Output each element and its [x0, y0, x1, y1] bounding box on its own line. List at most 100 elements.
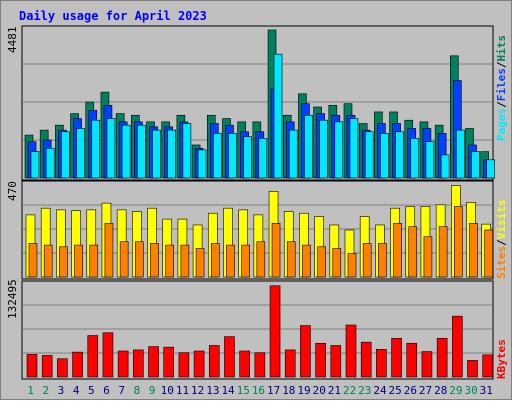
bar-kbytes: [224, 336, 235, 378]
bar-pages: [61, 131, 70, 179]
bar-kbytes: [345, 324, 357, 378]
bar-pages: [76, 128, 85, 179]
legend-slash-3: /: [495, 239, 508, 246]
bar-sites: [332, 248, 342, 278]
x-tick-label: 2: [42, 384, 49, 397]
bar-kbytes: [178, 352, 190, 378]
x-tick-label: 26: [404, 384, 417, 397]
bar-sites: [256, 241, 266, 278]
x-axis-labels: 1 2 3 4 5 6 7 8 9 10 11 12 13 14 15 16 17 18 19 20 21 22 23 24 2…: [27, 384, 493, 397]
bar-kbytes: [133, 349, 144, 378]
bar-pages: [258, 138, 268, 179]
x-tick-label: 5: [88, 384, 95, 397]
x-tick-label: 8: [134, 384, 141, 397]
bar-kbytes: [300, 325, 311, 378]
bar-pages: [30, 151, 40, 179]
bar-pages: [273, 53, 283, 179]
bar-sites: [362, 243, 372, 278]
bar-pages: [425, 141, 435, 179]
bar-pages: [334, 121, 344, 179]
bar-kbytes: [330, 345, 342, 378]
legend-sites: Sites: [495, 246, 508, 279]
x-tick-label: 30: [464, 384, 477, 397]
x-tick-label: 24: [373, 384, 387, 397]
bar-kbytes: [421, 351, 433, 378]
x-tick-label: 16: [252, 384, 265, 397]
bar-kbytes: [284, 349, 296, 378]
bar-sites: [317, 246, 326, 278]
bar-sites: [180, 244, 190, 278]
bar-pages: [410, 138, 420, 179]
x-tick-label: 12: [191, 384, 204, 397]
bar-sites: [43, 244, 53, 278]
bar-kbytes: [467, 360, 478, 378]
bar-sites: [302, 244, 311, 278]
bar-pages: [106, 118, 116, 179]
bar-sites: [28, 243, 38, 278]
bar-sites: [150, 243, 159, 278]
bar-kbytes: [193, 350, 205, 378]
bar-pages: [364, 131, 374, 179]
x-tick-label: 18: [282, 384, 295, 397]
bars-layer: [24, 29, 496, 378]
bar-sites: [454, 206, 463, 278]
x-tick-label: 11: [176, 384, 189, 397]
bar-sites: [226, 244, 235, 278]
bar-pages: [471, 151, 480, 179]
bar-kbytes: [360, 341, 372, 378]
bar-sites: [271, 222, 281, 278]
x-tick-label: 28: [434, 384, 447, 397]
bar-kbytes: [41, 355, 53, 378]
bar-kbytes: [482, 354, 494, 378]
y-max-label-top: 4481: [6, 27, 19, 54]
bar-pages: [243, 136, 252, 179]
x-tick-label: 22: [343, 384, 356, 397]
bar-sites: [74, 244, 83, 278]
bar-kbytes: [87, 335, 99, 378]
legend-hits: Hits: [495, 35, 508, 62]
x-tick-label: 6: [103, 384, 110, 397]
bar-sites: [135, 241, 144, 278]
bar-pages: [197, 149, 207, 179]
bar-kbytes: [208, 345, 220, 378]
bar-kbytes: [315, 342, 326, 378]
x-tick-label: 20: [313, 384, 326, 397]
bar-pages: [395, 131, 404, 179]
y-max-label-bottom: 132495: [6, 279, 19, 319]
x-tick-label: 9: [149, 384, 156, 397]
bar-pages: [349, 118, 359, 179]
x-tick-label: 27: [419, 384, 432, 397]
legend-slash-1: /: [495, 101, 508, 108]
bar-sites: [104, 222, 114, 278]
bar-sites: [423, 236, 433, 278]
x-tick-label: 10: [161, 384, 174, 397]
x-tick-label: 19: [297, 384, 310, 397]
bar-pages: [212, 133, 222, 179]
x-tick-label: 21: [328, 384, 341, 397]
x-tick-label: 14: [221, 384, 235, 397]
bar-sites: [393, 222, 402, 278]
legend-slash-2: /: [495, 61, 508, 68]
bar-sites: [119, 241, 129, 278]
bar-sites: [59, 246, 68, 278]
x-tick-label: 17: [267, 384, 280, 397]
bar-kbytes: [148, 346, 159, 378]
bar-sites: [347, 253, 357, 278]
x-tick-label: 31: [480, 384, 493, 397]
bar-pages: [167, 129, 177, 179]
x-tick-label: 3: [58, 384, 65, 397]
bar-kbytes: [57, 358, 68, 378]
bar-kbytes: [406, 342, 418, 378]
bar-pages: [304, 114, 313, 179]
bar-pages: [456, 129, 465, 179]
x-tick-label: 13: [206, 384, 219, 397]
bar-sites: [89, 244, 99, 278]
x-tick-label: 7: [118, 384, 125, 397]
bar-pages: [91, 119, 101, 179]
bar-pages: [137, 124, 146, 179]
bar-sites: [165, 244, 175, 278]
bar-pages: [152, 129, 161, 179]
bar-sites: [241, 244, 250, 278]
x-tick-label: 23: [358, 384, 371, 397]
